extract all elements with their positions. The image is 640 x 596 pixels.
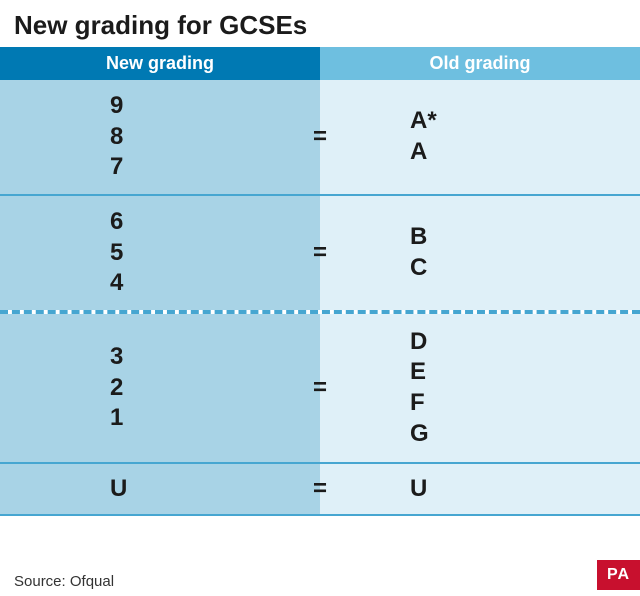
table-body: 987A*A=654BC=321DEFG=UU=: [0, 80, 640, 516]
old-grade: A*: [410, 106, 437, 137]
old-grade: U: [410, 474, 427, 505]
new-grade: 8: [110, 122, 123, 153]
old-grade: B: [410, 222, 427, 253]
old-grades-cell: DEFG: [320, 314, 640, 462]
grade-group: 987A*A=: [0, 80, 640, 194]
pa-badge: PA: [597, 560, 640, 590]
grade-group: 321DEFG=: [0, 314, 640, 462]
new-grade: 5: [110, 238, 123, 269]
old-grade: C: [410, 253, 427, 284]
new-grades-cell: 987: [0, 80, 320, 194]
new-grade: 3: [110, 342, 123, 373]
new-grade: U: [110, 474, 127, 505]
new-grade: 2: [110, 373, 123, 404]
grade-group: 654BC=: [0, 196, 640, 310]
old-grade: G: [410, 419, 429, 450]
old-grades-cell: U: [320, 464, 640, 514]
old-grades-cell: BC: [320, 196, 640, 310]
header-row: New grading Old grading: [0, 47, 640, 80]
new-grade: 1: [110, 403, 123, 434]
new-grade: 9: [110, 91, 123, 122]
new-grade: 6: [110, 207, 123, 238]
old-grade: F: [410, 388, 425, 419]
old-grades-cell: A*A: [320, 80, 640, 194]
page-title: New grading for GCSEs: [0, 0, 640, 47]
separator-solid: [0, 514, 640, 516]
header-old: Old grading: [320, 47, 640, 80]
equals-sign: =: [313, 475, 327, 503]
new-grade: 7: [110, 152, 123, 183]
new-grades-cell: 321: [0, 314, 320, 462]
infographic: New grading for GCSEs New grading Old gr…: [0, 0, 640, 596]
new-grades-cell: 654: [0, 196, 320, 310]
grade-group: U U =: [0, 464, 640, 514]
old-grade: D: [410, 327, 427, 358]
footer: Source: Ofqual PA: [0, 554, 640, 596]
old-grade: A: [410, 137, 427, 168]
header-new: New grading: [0, 47, 320, 80]
new-grade: 4: [110, 268, 123, 299]
equals-sign: =: [313, 239, 327, 267]
equals-sign: =: [313, 123, 327, 151]
old-grade: E: [410, 357, 426, 388]
source-text: Source: Ofqual: [14, 573, 114, 590]
equals-sign: =: [313, 374, 327, 402]
new-grades-cell: U: [0, 464, 320, 514]
